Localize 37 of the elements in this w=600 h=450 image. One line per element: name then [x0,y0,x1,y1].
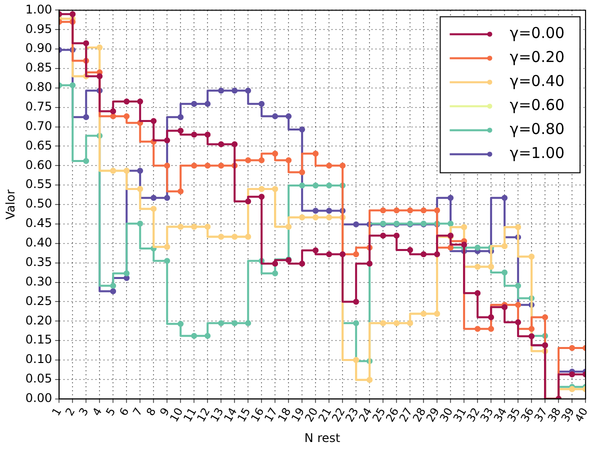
y-tick-label: 0.85 [25,60,52,75]
x-tick-label: 5 [103,406,118,418]
y-tick-label: 0.60 [25,158,52,172]
y-tick-label: 0.35 [25,254,52,269]
y-tick-label: 0.15 [25,332,52,347]
y-tick-label: 0.00 [25,391,52,406]
y-tick-label: 0.25 [25,294,52,308]
legend-label: γ=1.00 [510,144,565,162]
legend-label: γ=0.00 [510,24,565,42]
y-tick-label: 0.70 [25,118,52,133]
y-tick-label: 1.00 [25,2,52,16]
y-tick-label: 0.75 [25,99,52,114]
x-tick-label: 8 [144,406,159,418]
y-axis-title: Valor [3,189,18,220]
x-tick-label: 4 [90,406,105,418]
y-tick-label: 0.55 [25,177,52,192]
y-tick-label: 0.30 [25,274,52,288]
x-tick-label: 1 [49,406,64,418]
y-tick-label: 0.65 [25,138,52,152]
y-tick-label: 0.45 [25,216,52,230]
legend-label: γ=0.20 [510,48,565,66]
y-tick-label: 0.10 [25,352,52,366]
x-tick-label: 2 [62,406,78,418]
y-tick-label: 0.80 [25,80,52,94]
y-tick-label: 0.50 [25,196,52,211]
y-tick-label: 0.40 [25,236,52,250]
x-tick-label: 3 [76,406,92,418]
x-tick-label: 7 [130,406,146,418]
x-tick-label: 6 [116,406,132,418]
y-tick-label: 0.95 [25,22,52,36]
legend-label: γ=0.60 [510,96,565,114]
y-tick-label: 0.05 [25,372,52,386]
x-axis-title: N rest [304,430,341,445]
legend-label: γ=0.40 [510,72,565,90]
y-tick-label: 0.90 [25,41,52,56]
y-tick-label: 0.20 [25,313,52,328]
legend-label: γ=0.80 [510,120,565,138]
